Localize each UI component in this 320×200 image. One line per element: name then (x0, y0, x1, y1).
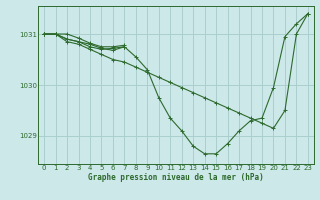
X-axis label: Graphe pression niveau de la mer (hPa): Graphe pression niveau de la mer (hPa) (88, 173, 264, 182)
